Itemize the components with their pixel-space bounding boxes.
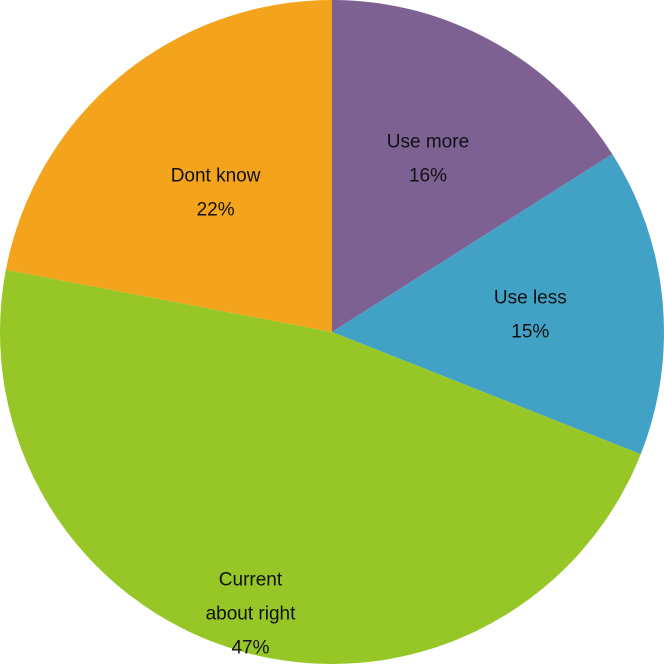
slice-label: Current about right 47%	[206, 570, 297, 659]
slice-category-label: about right	[206, 604, 297, 625]
pie-slice-dont-know	[5, 0, 332, 332]
slice-label: Use less 15%	[494, 287, 567, 342]
slice-value-label: 15%	[511, 321, 549, 342]
slice-label: Use more 16%	[387, 131, 469, 186]
slice-category-label: Dont know	[171, 165, 261, 186]
slice-category-label: Use more	[387, 131, 469, 152]
slice-value-label: 47%	[231, 638, 269, 659]
slice-value-label: 22%	[197, 199, 235, 220]
slice-category-label: Use less	[494, 287, 567, 308]
slice-value-label: 16%	[409, 165, 447, 186]
slice-label: Dont know 22%	[171, 165, 261, 220]
pie-slice-current-about-right	[0, 269, 641, 664]
pie-slice-use-more	[332, 0, 613, 332]
pie-slice-use-less	[332, 154, 664, 455]
slice-category-label: Current	[219, 570, 283, 591]
